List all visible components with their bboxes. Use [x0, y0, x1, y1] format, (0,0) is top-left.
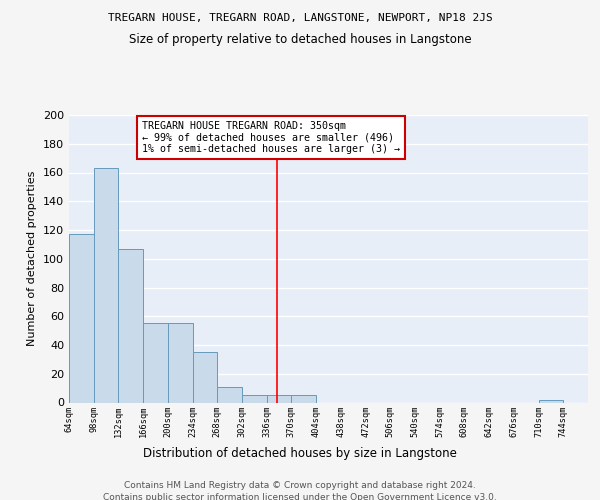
Bar: [217, 386, 242, 402]
Bar: [69, 234, 94, 402]
Bar: [242, 396, 267, 402]
Bar: [118, 248, 143, 402]
Bar: [168, 324, 193, 402]
Text: TREGARN HOUSE TREGARN ROAD: 350sqm
← 99% of detached houses are smaller (496)
1%: TREGARN HOUSE TREGARN ROAD: 350sqm ← 99%…: [142, 120, 400, 154]
Text: Distribution of detached houses by size in Langstone: Distribution of detached houses by size …: [143, 448, 457, 460]
Bar: [193, 352, 217, 403]
Bar: [292, 396, 316, 402]
Bar: [143, 324, 168, 402]
Bar: [94, 168, 118, 402]
Text: Contains HM Land Registry data © Crown copyright and database right 2024.
Contai: Contains HM Land Registry data © Crown c…: [103, 481, 497, 500]
Bar: [539, 400, 563, 402]
Text: TREGARN HOUSE, TREGARN ROAD, LANGSTONE, NEWPORT, NP18 2JS: TREGARN HOUSE, TREGARN ROAD, LANGSTONE, …: [107, 12, 493, 22]
Text: Size of property relative to detached houses in Langstone: Size of property relative to detached ho…: [128, 32, 472, 46]
Bar: [267, 396, 292, 402]
Y-axis label: Number of detached properties: Number of detached properties: [28, 171, 37, 346]
